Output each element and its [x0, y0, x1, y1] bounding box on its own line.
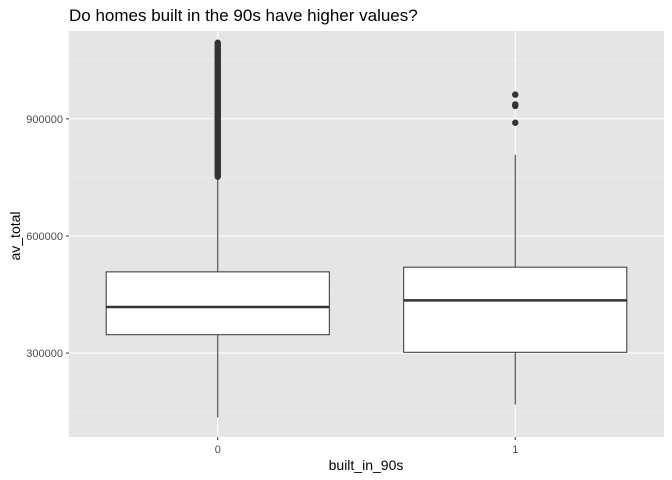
- outlier-point: [512, 101, 519, 108]
- x-tick-label: 0: [215, 444, 221, 456]
- box-group-1: [403, 91, 628, 405]
- box-iqr: [403, 266, 628, 353]
- y-tick-label: 900000: [26, 114, 63, 126]
- y-tick-label: 600000: [26, 231, 63, 243]
- y-axis-title: av_total: [7, 211, 23, 260]
- box-group-0: [105, 39, 330, 418]
- chart-title: Do homes built in the 90s have higher va…: [69, 6, 418, 25]
- outlier-cluster: [214, 39, 221, 180]
- outlier-point: [512, 91, 519, 98]
- y-tick-label: 300000: [26, 348, 63, 360]
- outlier-point: [512, 119, 519, 126]
- x-tick-label: 1: [512, 444, 518, 456]
- plot-panel: [69, 31, 664, 437]
- box-iqr: [105, 271, 330, 336]
- axis-ticks: 300000 600000 900000 0 1: [26, 114, 518, 456]
- x-axis-title: built_in_90s: [329, 457, 404, 473]
- box-series: [105, 39, 628, 418]
